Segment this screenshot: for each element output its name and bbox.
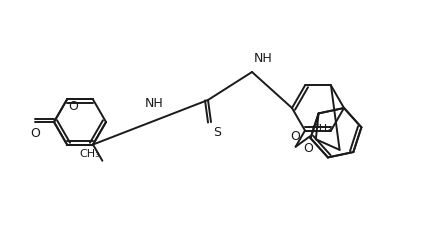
Text: O: O: [30, 127, 40, 140]
Text: O: O: [303, 142, 313, 155]
Text: O: O: [291, 130, 300, 143]
Text: CH₃: CH₃: [80, 149, 101, 159]
Text: NH: NH: [254, 52, 273, 65]
Text: S: S: [213, 126, 221, 139]
Text: CH₃: CH₃: [311, 124, 332, 134]
Text: O: O: [68, 101, 78, 113]
Text: NH: NH: [145, 97, 163, 110]
